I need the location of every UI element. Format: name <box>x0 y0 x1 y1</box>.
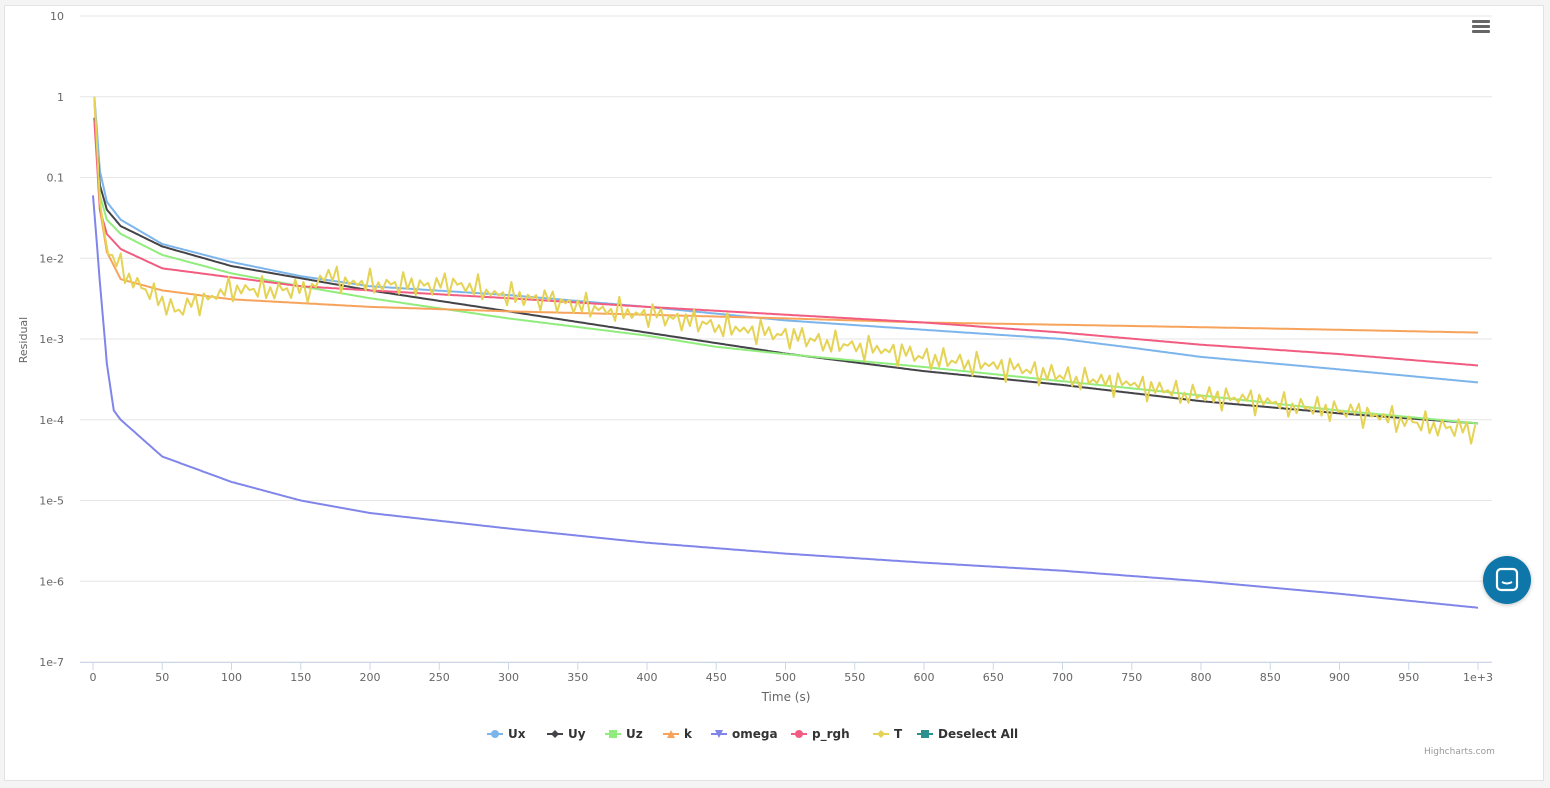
legend-item-ux[interactable]: Ux <box>487 727 526 741</box>
chart-container <box>4 5 1544 781</box>
y-tick-label: 1e-3 <box>39 333 64 346</box>
legend-item-uy[interactable]: Uy <box>547 727 586 741</box>
legend-marker-diamond-icon <box>551 730 559 738</box>
series-line-omega <box>92 195 1479 609</box>
legend-label: k <box>684 727 693 741</box>
y-tick-label: 10 <box>50 10 64 23</box>
x-tick-label: 950 <box>1398 671 1419 684</box>
series-line-t <box>93 96 1477 445</box>
legend-label: Deselect All <box>938 727 1018 741</box>
x-tick-label: 150 <box>290 671 311 684</box>
x-tick-label: 300 <box>498 671 519 684</box>
legend-marker-square-icon <box>921 730 929 738</box>
series-group <box>92 96 1479 609</box>
x-tick-label: 800 <box>1191 671 1212 684</box>
legend-marker-triangle-down-icon <box>715 730 723 738</box>
x-tick-label: 50 <box>155 671 169 684</box>
x-tick-label: 250 <box>429 671 450 684</box>
x-tick-label: 400 <box>637 671 658 684</box>
y-axis-title: Residual <box>17 317 30 363</box>
highcharts-credit-link[interactable]: Highcharts.com <box>1424 747 1495 757</box>
legend-item-omega[interactable]: omega <box>711 727 778 741</box>
legend-marker-circle-icon <box>795 730 803 738</box>
legend-item-t[interactable]: T <box>873 727 903 741</box>
legend-label: omega <box>732 727 778 741</box>
x-tick-label: 600 <box>914 671 935 684</box>
x-tick-label: 500 <box>775 671 796 684</box>
y-tick-label: 1 <box>57 91 64 104</box>
y-tick-label: 1e-4 <box>39 414 64 427</box>
y-tick-label: 1e-6 <box>39 575 64 588</box>
x-tick-label: 750 <box>1121 671 1142 684</box>
y-tick-label: 0.1 <box>47 172 65 185</box>
legend-item-uz[interactable]: Uz <box>605 727 643 741</box>
y-tick-label: 1e-7 <box>39 656 64 669</box>
legend-label: T <box>894 727 903 741</box>
x-tick-label: 1e+3 <box>1463 671 1493 684</box>
x-axis-title: Time (s) <box>761 690 811 704</box>
x-tick-label: 700 <box>1052 671 1073 684</box>
legend-label: Uy <box>568 727 586 741</box>
legend-marker-triangle-icon <box>667 730 675 738</box>
legend-marker-diamond-icon <box>877 730 885 738</box>
y-tick-label: 1e-2 <box>39 252 64 265</box>
series-line-p-rgh <box>93 121 1479 367</box>
x-tick-label: 450 <box>706 671 727 684</box>
legend-label: Ux <box>508 727 526 741</box>
series-line-ux <box>93 96 1479 384</box>
legend-item-p-rgh[interactable]: p_rgh <box>791 727 850 742</box>
series-line-k <box>93 100 1478 334</box>
legend-item-k[interactable]: k <box>663 727 693 741</box>
chat-icon <box>1495 567 1519 592</box>
legend-marker-square-icon <box>609 730 617 738</box>
legend-marker-circle-icon <box>491 730 499 738</box>
legend-label: Uz <box>626 727 643 741</box>
y-tick-label: 1e-5 <box>39 495 64 508</box>
legend-label: p_rgh <box>812 727 850 742</box>
series-line-uz <box>93 121 1479 425</box>
chat-bubble-button[interactable] <box>1483 556 1531 604</box>
chart-menu-icon[interactable] <box>1470 18 1492 36</box>
x-tick-label: 850 <box>1260 671 1281 684</box>
x-tick-label: 650 <box>983 671 1004 684</box>
x-tick-label: 200 <box>360 671 381 684</box>
series-line-uy <box>93 117 1479 425</box>
x-tick-label: 550 <box>844 671 865 684</box>
x-tick-label: 0 <box>90 671 97 684</box>
x-tick-label: 900 <box>1329 671 1350 684</box>
x-tick-label: 350 <box>567 671 588 684</box>
x-tick-label: 100 <box>221 671 242 684</box>
legend-item-deselect-all[interactable]: Deselect All <box>917 727 1018 741</box>
